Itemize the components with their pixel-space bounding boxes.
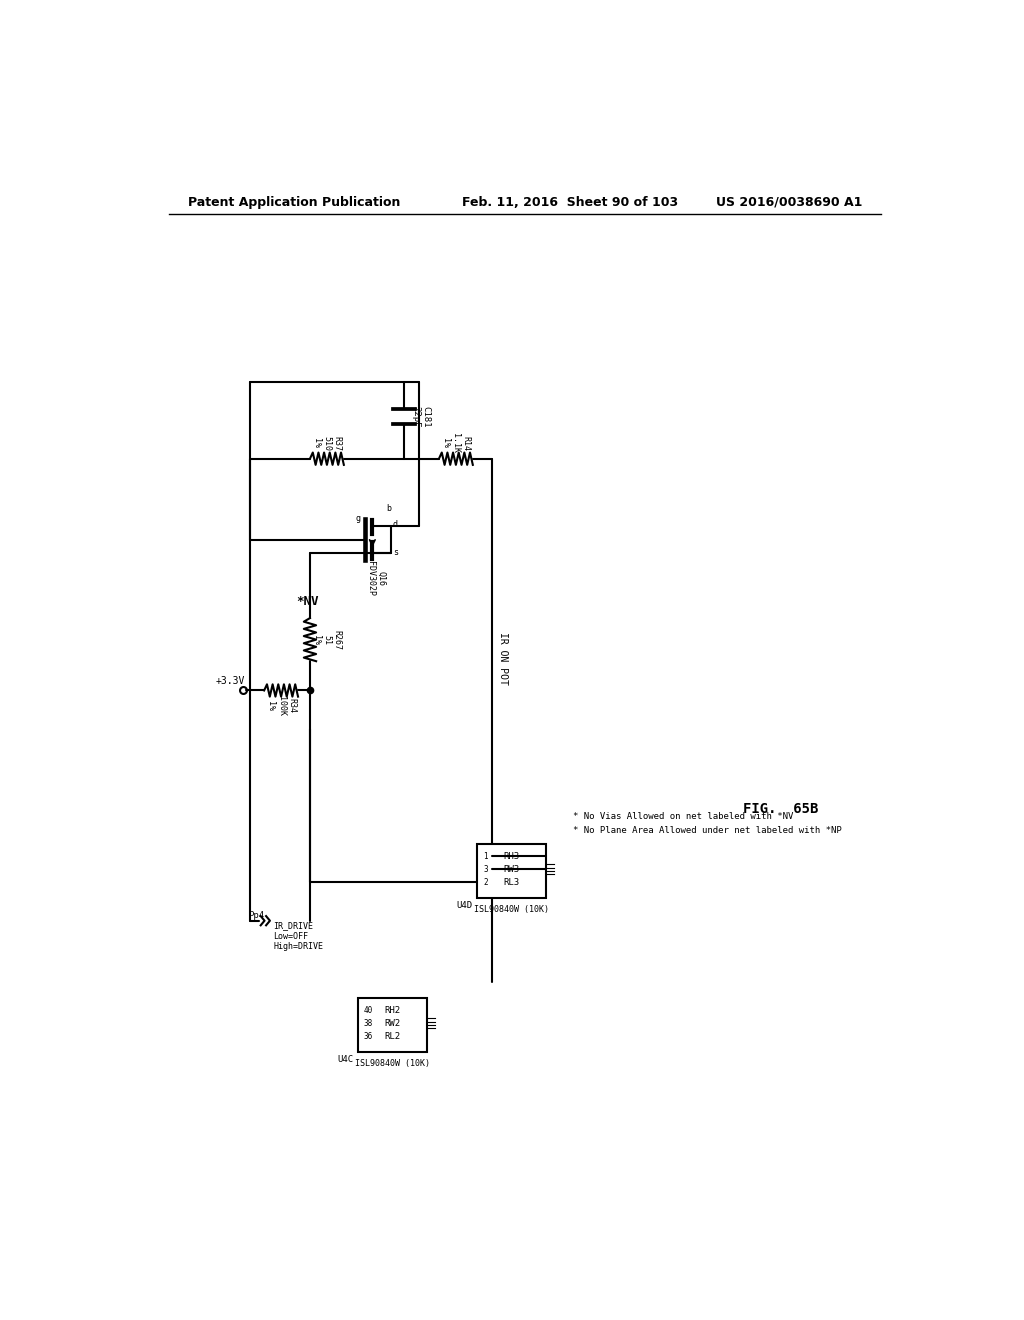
- Text: RL2: RL2: [384, 1032, 400, 1040]
- Text: g: g: [355, 515, 360, 523]
- Text: R34
100K
1%: R34 100K 1%: [266, 696, 296, 715]
- Text: U4C: U4C: [337, 1055, 353, 1064]
- Text: C181
22pF: C181 22pF: [412, 405, 430, 428]
- Text: IR ON POT: IR ON POT: [499, 632, 508, 685]
- Text: 1: 1: [483, 851, 487, 861]
- Text: Q16
FDV302P: Q16 FDV302P: [366, 561, 385, 595]
- Text: Feb. 11, 2016  Sheet 90 of 103: Feb. 11, 2016 Sheet 90 of 103: [462, 195, 678, 209]
- Text: R267
51
1%: R267 51 1%: [312, 630, 342, 649]
- Text: RW3: RW3: [504, 865, 520, 874]
- Text: * No Vias Allowed on net labeled with *NV: * No Vias Allowed on net labeled with *N…: [573, 812, 794, 821]
- Text: Patent Application Publication: Patent Application Publication: [188, 195, 400, 209]
- Text: U4D: U4D: [457, 900, 472, 909]
- Text: 36: 36: [364, 1032, 373, 1040]
- Text: R37
510
1%: R37 510 1%: [312, 436, 342, 451]
- Text: R14
1.1K
1%: R14 1.1K 1%: [441, 433, 471, 453]
- Text: s: s: [393, 548, 398, 557]
- Text: d: d: [393, 520, 398, 529]
- Text: RH3: RH3: [504, 851, 520, 861]
- Text: *NV: *NV: [296, 594, 318, 607]
- Text: 2: 2: [483, 878, 487, 887]
- Text: ISL90840W (10K): ISL90840W (10K): [474, 904, 549, 913]
- Text: b: b: [386, 504, 391, 513]
- Text: Pp4: Pp4: [249, 911, 264, 920]
- Bar: [477, 843, 547, 898]
- Text: FIG.  65B: FIG. 65B: [742, 803, 818, 816]
- Text: RW2: RW2: [384, 1019, 400, 1027]
- Text: ISL90840W (10K): ISL90840W (10K): [355, 1059, 430, 1068]
- Text: 40: 40: [364, 1006, 373, 1015]
- Text: 3: 3: [483, 865, 487, 874]
- Text: IR_DRIVE
Low=OFF
High=DRIVE: IR_DRIVE Low=OFF High=DRIVE: [273, 921, 323, 950]
- Text: US 2016/0038690 A1: US 2016/0038690 A1: [716, 195, 862, 209]
- Text: * No Plane Area Allowed under net labeled with *NP: * No Plane Area Allowed under net labele…: [573, 826, 842, 836]
- Text: RL3: RL3: [504, 878, 520, 887]
- Text: 38: 38: [364, 1019, 373, 1027]
- Text: +3.3V: +3.3V: [216, 676, 246, 686]
- Bar: [357, 998, 427, 1052]
- Text: RH2: RH2: [384, 1006, 400, 1015]
